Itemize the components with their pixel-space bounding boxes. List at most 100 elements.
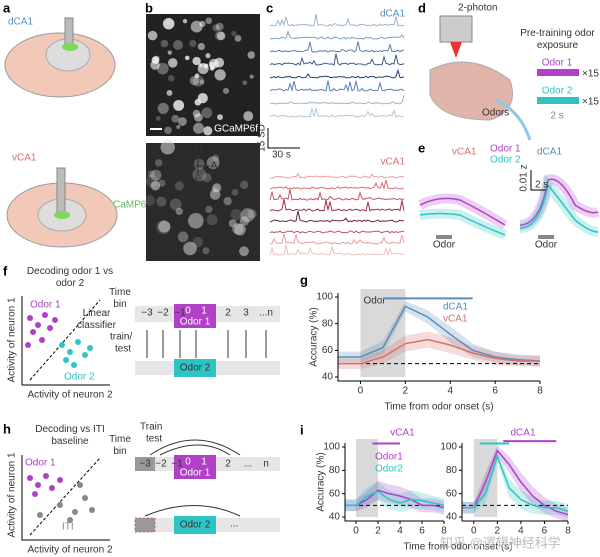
cell — [206, 214, 218, 226]
cell — [209, 65, 215, 71]
train-label: Train — [140, 422, 162, 433]
mean-trace — [419, 212, 506, 236]
y-axis-label: Accuracy (%) — [309, 307, 320, 366]
panel-label: g — [300, 272, 308, 287]
panel-c: c dCA1 vCA1 15 SD 30 s — [257, 0, 405, 257]
cell — [173, 40, 183, 50]
series-line — [338, 305, 541, 362]
cell — [243, 111, 254, 122]
cell — [151, 56, 160, 64]
cell — [234, 34, 242, 42]
trace — [269, 210, 405, 223]
cell — [203, 126, 213, 136]
classifier-line — [29, 299, 101, 381]
y-axis-label: Accuracy (%) — [316, 452, 327, 511]
cell — [184, 55, 190, 61]
error-band — [462, 450, 568, 519]
bin: ...n — [259, 308, 273, 319]
pairing-arrows — [144, 505, 241, 517]
trace — [269, 199, 405, 212]
time-bin-label: Time bin — [109, 434, 131, 457]
y-tick-label: 40 — [322, 372, 334, 383]
panel-label: f — [3, 263, 8, 278]
region-label: dCA1 — [8, 17, 33, 28]
bin: 3 — [243, 308, 249, 319]
cell — [150, 180, 161, 191]
injection — [62, 43, 78, 51]
scale-label: 2 s — [535, 180, 548, 191]
cell — [193, 158, 205, 170]
compass-arrows — [186, 156, 210, 176]
duration: 2 s — [550, 111, 563, 122]
scale-label: 30 s — [272, 150, 291, 161]
cell — [176, 125, 181, 130]
bin: −1 — [174, 308, 186, 319]
stimulus-label: Odor 2 — [180, 520, 211, 531]
cell — [173, 99, 185, 111]
traces — [269, 14, 405, 257]
x-tick-label: 2 — [375, 526, 381, 537]
compass: L — [195, 177, 201, 188]
cell — [166, 90, 173, 96]
y-tick-label: 60 — [446, 488, 458, 499]
classifier-line — [29, 457, 101, 536]
cell — [167, 50, 172, 55]
bin: 2 — [225, 459, 231, 470]
axis-label: Activity of neuron 2 — [27, 390, 112, 401]
cell — [183, 241, 197, 256]
region-label: dCA1 — [537, 147, 562, 158]
implant — [56, 167, 66, 214]
bin: 0 — [185, 306, 191, 317]
series-line — [345, 490, 445, 507]
error-band — [338, 331, 540, 369]
cell — [189, 39, 197, 48]
x-tick-label: 6 — [419, 526, 425, 537]
bin: 0 — [185, 457, 191, 468]
cell — [168, 58, 178, 68]
x-tick-label: 0 — [353, 526, 359, 537]
class-label: Odor 2 — [64, 372, 95, 383]
cell — [222, 87, 230, 94]
cell — [201, 107, 213, 119]
x-tick-label: 4 — [447, 386, 453, 397]
compass: M — [194, 145, 202, 156]
bin: 1 — [201, 306, 207, 317]
cell — [231, 188, 239, 196]
cell — [192, 236, 203, 248]
cell — [197, 92, 208, 104]
x-tick-label: 0 — [358, 386, 364, 397]
stimulus-shade — [360, 289, 406, 377]
cell — [239, 180, 249, 190]
cell — [239, 216, 250, 226]
cell — [199, 79, 205, 85]
x-tick-label: 2 — [403, 386, 409, 397]
bin: −3 — [141, 308, 153, 319]
cell — [164, 126, 172, 135]
cell — [160, 140, 175, 155]
cell — [212, 154, 220, 162]
cell — [157, 102, 169, 115]
panel-label: i — [300, 422, 304, 437]
time-bin-label: Time bin — [109, 287, 131, 310]
x-tick-label: 8 — [441, 526, 447, 537]
bin: 2 — [225, 308, 231, 319]
title: Decoding odor 1 vs odor 2 — [26, 266, 114, 289]
odor-label: Odors — [482, 108, 509, 119]
cell — [154, 159, 163, 167]
y-tick-label: 80 — [329, 465, 341, 476]
error-band — [345, 482, 444, 513]
panel-label: e — [418, 140, 425, 155]
scale-label: 0.01 z — [519, 164, 530, 191]
cell — [247, 209, 257, 219]
cell — [192, 75, 204, 87]
mean-trace — [519, 178, 599, 226]
bin: −1 — [171, 459, 183, 470]
cell — [174, 181, 184, 191]
laser — [450, 42, 462, 58]
cell — [205, 53, 211, 59]
cell — [147, 170, 156, 178]
repeats: ×15 — [582, 97, 599, 108]
stimulus-box — [174, 455, 216, 479]
class-label: Odor 1 — [30, 300, 61, 311]
